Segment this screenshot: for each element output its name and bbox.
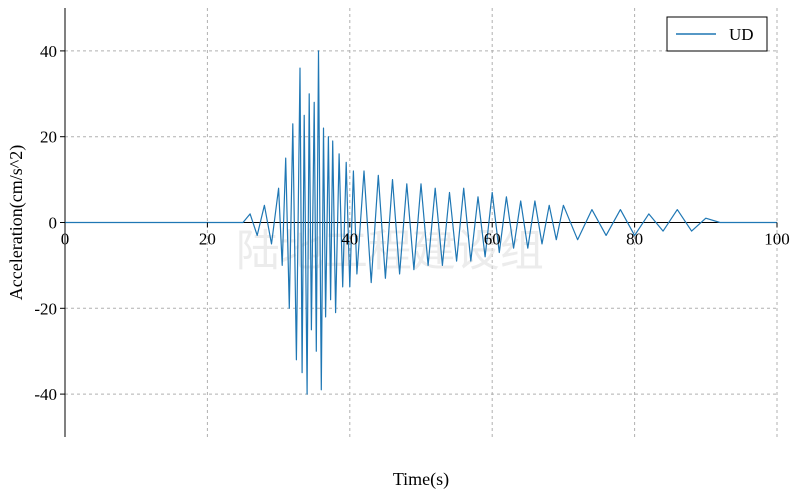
grid xyxy=(65,8,778,437)
legend-label-ud: UD xyxy=(729,25,754,44)
x-tick-label: 0 xyxy=(61,230,70,249)
series-line-ud xyxy=(65,50,777,395)
y-tick-label: 0 xyxy=(49,214,58,233)
y-tick-label: 40 xyxy=(40,42,57,61)
y-tick-label: -40 xyxy=(34,385,57,404)
legend: UD xyxy=(666,16,768,52)
tick-labels: 0 20 40 60 80 100 -40 -20 0 20 40 xyxy=(34,42,789,404)
y-tick-label: 20 xyxy=(40,128,57,147)
y-tick-label: -20 xyxy=(34,299,57,318)
x-axis-label: Time(s) xyxy=(393,469,449,490)
x-tick-label: 100 xyxy=(764,230,790,249)
x-tick-label: 80 xyxy=(626,230,643,249)
x-tick-label: 60 xyxy=(484,230,501,249)
x-tick-label: 40 xyxy=(341,230,358,249)
x-tick-label: 20 xyxy=(199,230,216,249)
y-axis-label: Acceleration(cm/s^2) xyxy=(6,145,27,300)
series-layer xyxy=(65,50,777,395)
